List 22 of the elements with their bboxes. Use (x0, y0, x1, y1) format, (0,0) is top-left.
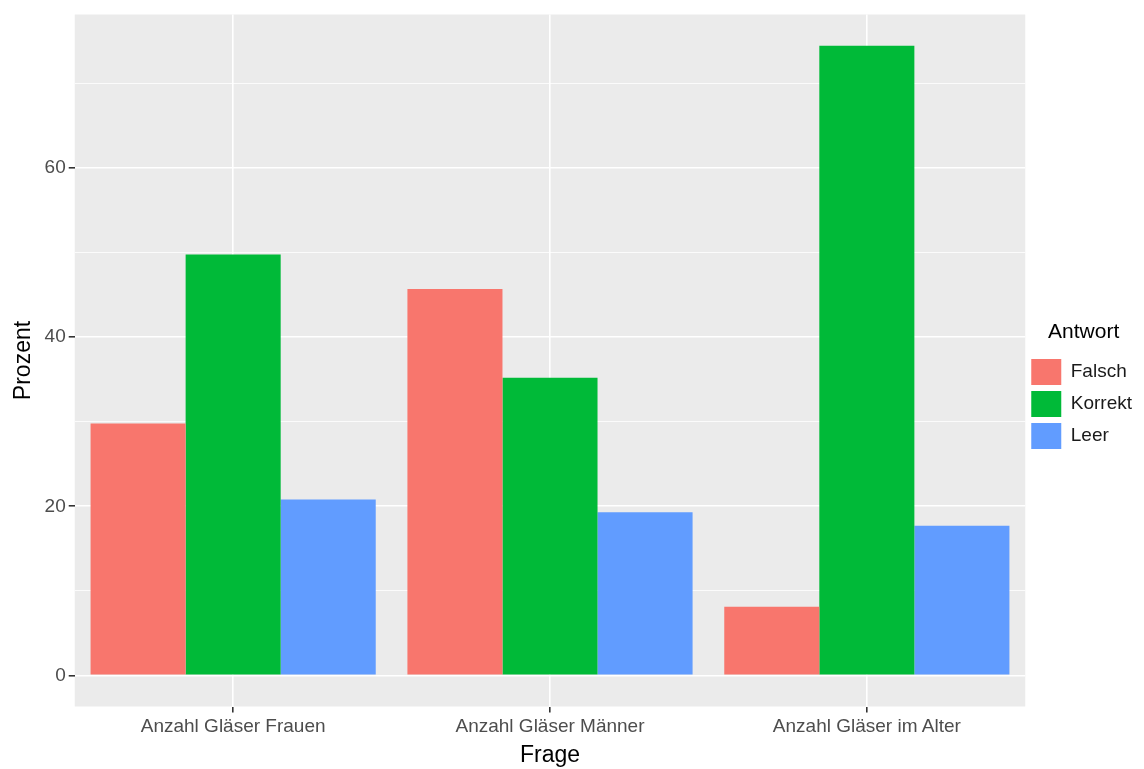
y-axis-title: Prozent (9, 320, 36, 401)
x-tick-label: Anzahl Gläser Männer (455, 715, 646, 737)
x-tick-label: Anzahl Gläser Frauen (140, 715, 326, 737)
x-tick-label: Anzahl Gläser im Alter (772, 715, 962, 737)
bar (407, 289, 503, 675)
bar (90, 423, 186, 675)
y-tick-label: 20 (44, 494, 66, 516)
bar (185, 254, 281, 675)
x-axis-title: Frage (519, 740, 581, 767)
bar (914, 525, 1010, 675)
bar (280, 499, 376, 675)
y-tick-label: 40 (44, 325, 66, 347)
legend-label: Leer (1070, 424, 1110, 446)
y-tick-label: 60 (44, 156, 66, 178)
legend-label: Falsch (1070, 360, 1127, 382)
y-tick-label: 0 (55, 663, 66, 685)
bar (724, 606, 820, 675)
bar (819, 45, 915, 675)
bar (502, 377, 598, 675)
legend-title: Antwort (1048, 319, 1120, 343)
bar (597, 512, 693, 675)
legend-label: Korrekt (1070, 392, 1133, 414)
